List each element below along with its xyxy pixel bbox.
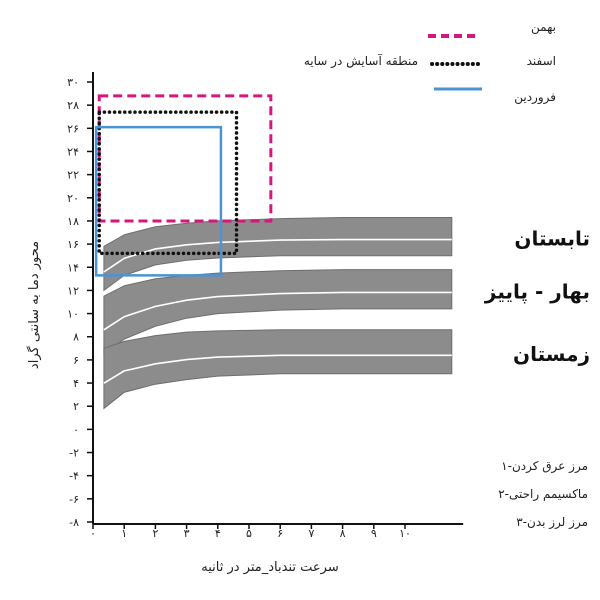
x-tick-label: ۱ bbox=[121, 527, 127, 540]
season-bands bbox=[103, 217, 453, 410]
band-center-line-winter bbox=[103, 354, 452, 384]
band-winter bbox=[103, 329, 453, 410]
season-label-winter: زمستان bbox=[513, 342, 590, 366]
season-labels: تابستان بهار - پاییز زمستان bbox=[484, 227, 590, 366]
y-tick-label: ۱۶ bbox=[67, 238, 79, 251]
note-shiver-limit: ۳-مرز لرز بدن bbox=[516, 515, 588, 530]
season-label-spring-autumn: بهار - پاییز bbox=[484, 279, 590, 304]
x-tick-label: ۲ bbox=[152, 527, 158, 540]
x-tick-label: ۰ bbox=[90, 527, 96, 540]
comfort-zone-bahman bbox=[97, 94, 273, 223]
note-max-comfort: ۲-ماکسیمم راحتی bbox=[498, 487, 588, 502]
y-tick-label: ۲۶ bbox=[67, 122, 79, 135]
y-tick-label: ۰ bbox=[73, 423, 79, 436]
y-tick-label: ۴ bbox=[73, 377, 79, 390]
y-tick-label: ۸ bbox=[73, 331, 79, 344]
shaded-zone-label: منطقه آسایش در سایه bbox=[304, 53, 418, 69]
x-axis-title: سرعت تندباد_متر در ثانیه bbox=[201, 560, 338, 575]
legend: بهمن اسفند منطقه آسایش در سایه فروردین bbox=[304, 20, 556, 105]
x-tick-label: ۵ bbox=[246, 527, 252, 540]
note-sweat-limit: ۱-مرز عرق کردن bbox=[501, 459, 588, 474]
comfort-zones bbox=[94, 94, 273, 277]
notes: ۱-مرز عرق کردن ۲-ماکسیمم راحتی ۳-مرز لرز… bbox=[498, 459, 588, 530]
y-tick-label: ۲۲ bbox=[67, 169, 79, 182]
y-tick-label: -۶ bbox=[69, 493, 79, 506]
y-tick-label: ۳۰ bbox=[67, 76, 79, 89]
band-center-line-spring-autumn bbox=[103, 291, 452, 331]
x-ticks: ۰ ۱ ۲ ۳ ۴ ۵ ۶ ۷ ۸ ۹ ۱۰ bbox=[90, 524, 411, 540]
season-label-summer: تابستان bbox=[514, 227, 590, 251]
y-tick-label: ۱۴ bbox=[67, 261, 79, 274]
band-summer bbox=[103, 217, 453, 292]
y-tick-label: ۲۴ bbox=[67, 145, 79, 158]
x-tick-label: ۷ bbox=[308, 527, 314, 540]
legend-label-esfand: اسفند bbox=[527, 54, 556, 68]
y-tick-label: -۲ bbox=[69, 447, 79, 460]
x-tick-label: ۹ bbox=[371, 527, 377, 540]
x-tick-label: ۱۰ bbox=[399, 527, 411, 540]
comfort-zone-farvardin bbox=[94, 125, 223, 277]
x-tick-label: ۸ bbox=[340, 527, 346, 540]
y-tick-label: ۲۰ bbox=[67, 192, 79, 205]
y-tick-label: -۸ bbox=[69, 516, 79, 529]
y-tick-label: ۱۲ bbox=[67, 284, 79, 297]
legend-label-farvardin: فروردین bbox=[514, 90, 556, 105]
y-tick-label: -۴ bbox=[69, 470, 79, 483]
band-center-line-summer bbox=[103, 238, 452, 273]
y-tick-label: ۶ bbox=[73, 354, 79, 367]
legend-label-bahman: بهمن bbox=[531, 20, 556, 35]
x-tick-label: ۳ bbox=[184, 527, 190, 540]
comfort-zone-esfand bbox=[97, 110, 239, 256]
y-tick-label: ۱۸ bbox=[67, 215, 79, 228]
y-tick-label: ۲۸ bbox=[67, 99, 79, 112]
x-tick-label: ۴ bbox=[215, 527, 221, 540]
y-tick-label: ۱۰ bbox=[67, 308, 79, 321]
y-tick-label: ۲ bbox=[73, 400, 79, 413]
y-axis-title: محور دما به سانتی گراد bbox=[26, 241, 42, 369]
x-tick-label: ۶ bbox=[277, 527, 283, 540]
